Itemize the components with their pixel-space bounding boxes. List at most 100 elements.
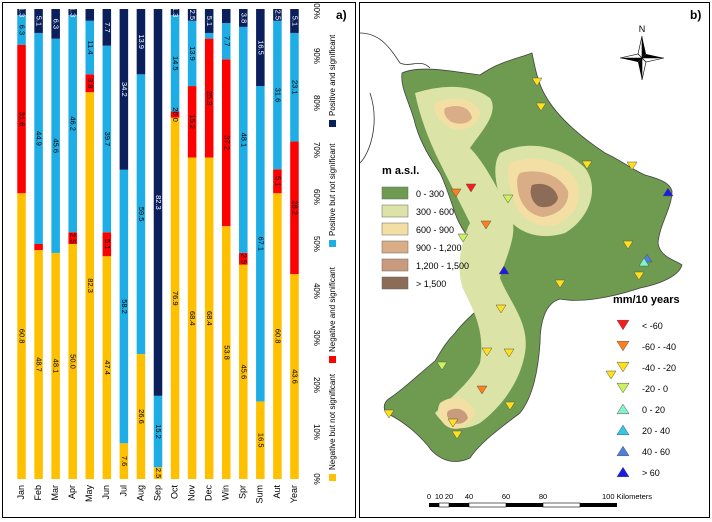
land-highlands-north (444, 106, 472, 124)
bar-segment-apr-2 (68, 15, 77, 233)
bar-value-label: 1.3 (69, 7, 78, 17)
y-tick-label: 60% (312, 189, 321, 205)
bar-value-label: 68.4 (188, 311, 197, 326)
trend-bar-chart-panel: 60.8 31.6 6.3 1.3 48.7 44.9 5.1 48.1 45.6 6.3 50.0… (2, 0, 356, 518)
bar-segment-win-3 (221, 9, 231, 24)
station-marker (476, 385, 488, 395)
station-marker (495, 304, 507, 314)
bar-value-label: 7.7 (103, 22, 112, 32)
bar-segment-dec-2 (204, 32, 214, 39)
station-marker (638, 257, 650, 267)
bar-value-label: 2.5 (239, 254, 248, 264)
bar-segment-may-2 (85, 20, 95, 75)
station-marker (633, 271, 645, 281)
bar-value-label: 45.6 (52, 138, 61, 153)
y-tick-label: 100% (312, 3, 321, 19)
x-tick-label: Apr (67, 485, 77, 499)
trend-marker-icon (616, 466, 630, 478)
bar-segment-year-0 (290, 274, 299, 479)
bar-segment-aug-3 (136, 9, 146, 75)
bar-segment-dec-0 (204, 157, 214, 479)
bar-value-label: 53.8 (222, 345, 231, 360)
bar-value-label: 60.8 (18, 329, 27, 344)
trend-legend: mm/10 years < -60 -60 - -40 -40 - -20 -20 -… (613, 294, 680, 478)
coastline-outline-west (359, 92, 375, 164)
trend-label: -60 - -40 (642, 342, 676, 352)
bar-segment-year-3 (290, 9, 299, 33)
bar-value-label: 6.3 (18, 25, 27, 35)
bar-segment-win-2 (221, 23, 231, 60)
x-tick-label: Spr (238, 485, 248, 499)
bar-value-label: 58.2 (120, 299, 129, 314)
x-tick-label: Jan (16, 485, 26, 500)
bar-value-label: 45.6 (239, 365, 248, 380)
station-marker (605, 370, 617, 380)
bar-value-label: 25.3 (205, 91, 214, 106)
x-tick-label: Year (289, 485, 299, 503)
bar-value-label: 16.5 (256, 433, 265, 448)
bar-value-label: 5.1 (205, 16, 214, 26)
bar-segment-jun-3 (102, 9, 112, 46)
bar-value-label: 2.5 (154, 468, 163, 478)
north-label: N (639, 24, 646, 34)
bar-segment-jul-3 (119, 9, 129, 170)
scale-tick-label: 100 Kilometers (602, 492, 652, 501)
elevation-legend-title: m a.s.l. (382, 165, 419, 177)
y-tick-label: 40% (312, 283, 321, 299)
bar-value-label: 43.6 (290, 369, 299, 384)
bar-value-label: 13.9 (188, 46, 197, 61)
station-marker (626, 161, 638, 171)
bar-segment-jan-0 (17, 193, 26, 480)
trend-label: 0 - 20 (642, 405, 665, 415)
bar-value-label: 60.8 (273, 329, 282, 344)
elevation-swatch (381, 276, 409, 290)
bar-segment-jul-0 (119, 443, 129, 479)
x-category-labels: Jan Feb Mar Apr May Jun Jul Aug Sep Oct Nov Dec Win S… (16, 485, 299, 504)
land-peaks (530, 183, 558, 208)
bar-value-label: 5.1 (273, 176, 282, 186)
bar-segment-oct-2 (170, 15, 180, 112)
bar-segment-feb-3 (34, 9, 43, 33)
bar-value-label: 50.0 (69, 354, 78, 369)
bar-value-label: 31.6 (273, 88, 282, 103)
bar-value-label: 59.5 (137, 207, 146, 222)
bar-segment-aut-1 (273, 169, 282, 194)
station-marker (447, 418, 459, 428)
station-marker (504, 401, 516, 411)
bar-segment-mar-3 (51, 9, 60, 39)
trend-marker-icon (616, 424, 630, 436)
bar-value-label: 14.5 (171, 56, 180, 71)
bar-value-label: 7.7 (222, 36, 231, 46)
land-hills (415, 86, 526, 429)
station-marker (498, 265, 510, 275)
scale-tick-label: 40 (465, 492, 473, 501)
x-tick-label: Feb (33, 485, 43, 501)
bar-segment-nov-3 (187, 9, 197, 21)
legend-swatch (329, 356, 336, 363)
bar-segment-dec-1 (204, 38, 214, 158)
bar-segment-sep-2 (153, 395, 163, 468)
station-marker (622, 240, 634, 250)
bar-segment-win-0 (221, 226, 231, 479)
bar-value-label: 23.1 (290, 80, 299, 95)
y-tick-label: 30% (312, 330, 321, 346)
bar-segment-jan-3 (17, 9, 26, 16)
trend-label: < -60 (642, 321, 663, 331)
bar-segment-year-1 (290, 141, 299, 275)
bar-segment-oct-1 (170, 111, 180, 118)
bar-value-label: 5.1 (35, 16, 44, 26)
bar-value-label: 3.8 (86, 78, 95, 88)
bar-value-label: 11.4 (86, 41, 95, 55)
bar-segment-aut-3 (273, 9, 282, 21)
scale-tick-label: 60 (502, 492, 510, 501)
elevation-label: 0 - 300 (416, 189, 444, 199)
bar-segment-nov-0 (187, 157, 197, 479)
legend-label: Positive and significant (328, 34, 337, 116)
bar-segment-dec-3 (204, 9, 214, 33)
bar-segment-spr-2 (239, 26, 248, 253)
station-markers (383, 77, 674, 440)
bar-segment-feb-1 (34, 244, 43, 251)
station-marker (581, 160, 593, 170)
station-marker (662, 187, 674, 197)
elevation-label: 600 - 900 (416, 225, 454, 235)
